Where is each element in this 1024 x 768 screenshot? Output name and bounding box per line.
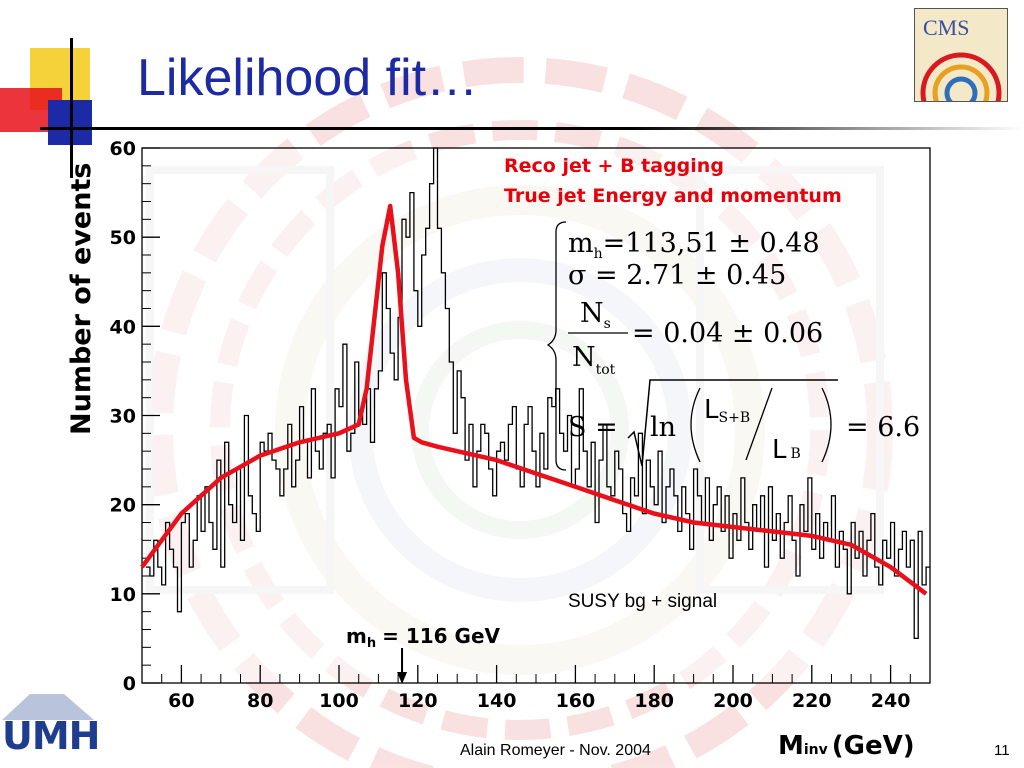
x-tick-label: 200 bbox=[713, 690, 753, 712]
x-tick-label: 140 bbox=[477, 690, 517, 712]
title-rule bbox=[40, 127, 1024, 130]
formula-ln: ln bbox=[650, 412, 676, 443]
y-tick-label: 10 bbox=[110, 584, 136, 606]
formula-l-sb: LS+B bbox=[704, 395, 750, 426]
mh-marker-label: mh = 116 GeV bbox=[346, 624, 501, 651]
y-tick-label: 0 bbox=[123, 673, 136, 695]
mh-marker-arrow bbox=[397, 648, 408, 684]
formula-s-label: S = bbox=[568, 412, 618, 443]
formula-ratio-value: = 0.04 ± 0.06 bbox=[632, 318, 823, 349]
cms-logo: CMS bbox=[914, 8, 1008, 102]
x-axis: 60 80 100 120 140 160 180 200 220 240 bbox=[141, 665, 931, 712]
y-tick-label: 60 bbox=[110, 138, 136, 160]
slide-title: Likelihood fit… bbox=[137, 49, 479, 107]
y-tick-label: 50 bbox=[110, 227, 136, 249]
title-vertical-rule bbox=[70, 38, 73, 178]
x-tick-label: 100 bbox=[319, 690, 359, 712]
footer-author: Alain Romeyer - Nov. 2004 bbox=[460, 742, 651, 759]
annotation-line2: True jet Energy and momentum bbox=[504, 185, 842, 207]
x-tick-label: 160 bbox=[556, 690, 596, 712]
x-tick-label: 60 bbox=[168, 690, 194, 712]
x-tick-label: 240 bbox=[871, 690, 911, 712]
x-axis-label: Minv (GeV) bbox=[778, 731, 915, 761]
formula-sqrt bbox=[627, 379, 838, 467]
bg-signal-label: SUSY bg + signal bbox=[568, 591, 717, 612]
y-tick-label: 40 bbox=[110, 316, 136, 338]
umh-logo: UMH bbox=[2, 690, 132, 760]
plot-frame bbox=[141, 147, 931, 684]
cms-logo-text: CMS bbox=[923, 15, 970, 40]
x-tick-label: 120 bbox=[398, 690, 438, 712]
formula-sigma: σ = 2.71 ± 0.45 bbox=[568, 260, 786, 291]
y-tick-label: 20 bbox=[110, 495, 136, 517]
x-tick-label: 220 bbox=[792, 690, 832, 712]
y-axis-label: Number of events bbox=[66, 163, 97, 435]
corner-decoration bbox=[0, 48, 92, 145]
formula-mh: mh=113,51 ± 0.48 bbox=[568, 228, 820, 262]
fit-curve bbox=[140, 203, 928, 596]
y-axis: 0 10 20 30 40 50 60 bbox=[110, 138, 160, 695]
page-number: 11 bbox=[994, 742, 1010, 759]
x-tick-label: 80 bbox=[247, 690, 273, 712]
fit-results-formula: mh=113,51 ± 0.48 σ = 2.71 ± 0.45 Ns Ntot… bbox=[546, 221, 920, 471]
formula-ns: Ns bbox=[580, 298, 611, 332]
annotation-line1: Reco jet + B tagging bbox=[504, 155, 724, 177]
umh-logo-text: UMH bbox=[2, 714, 100, 758]
formula-s-value: = 6.6 bbox=[846, 412, 920, 443]
histogram-series bbox=[145, 147, 930, 640]
formula-ntot: Ntot bbox=[572, 342, 616, 378]
formula-brace bbox=[546, 221, 567, 471]
y-tick-label: 30 bbox=[110, 406, 136, 428]
x-tick-label: 180 bbox=[634, 690, 674, 712]
